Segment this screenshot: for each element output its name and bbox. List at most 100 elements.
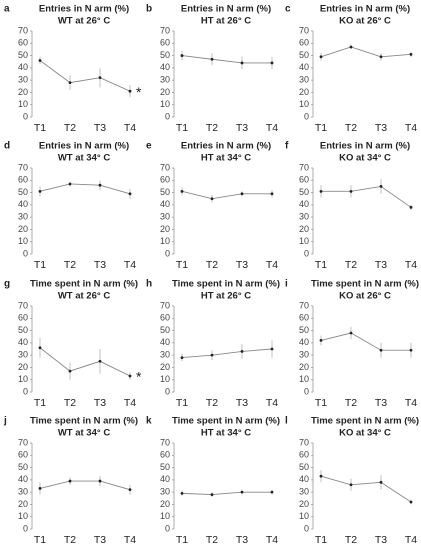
y-tick-label: 10 [299,374,309,384]
y-tick-label: 20 [160,362,170,372]
x-tick-label: T4 [124,259,136,271]
panel-title: Time spent in N arm (%) [172,416,280,427]
x-tick-label: T4 [124,397,136,409]
y-tick-label: 70 [299,25,309,35]
y-tick-label: 40 [160,337,170,347]
panel-subtitle: KO at 26° C [339,16,391,27]
y-tick-label: 30 [18,75,28,85]
y-tick-label: 20 [18,499,28,509]
y-tick-label: 40 [299,337,309,347]
point [128,89,132,93]
x-tick-label: T4 [124,534,136,546]
y-tick-label: 20 [299,499,309,509]
point [180,189,184,193]
y-tick-label: 50 [160,187,170,197]
y-tick-label: 20 [160,87,170,97]
x-tick-label: T3 [375,259,387,271]
line [181,190,272,200]
y-tick-label: 10 [160,236,170,246]
point [210,197,214,201]
y-tick-label: 60 [299,175,309,185]
y-tick-label: 60 [18,313,28,323]
x-tick-label: T4 [405,534,417,546]
y-tick-label: 10 [18,236,28,246]
y-tick-label: 50 [160,462,170,472]
point [240,490,244,494]
x-tick-label: T3 [94,397,106,409]
panel-subtitle: HT at 26° C [201,16,251,27]
x-tick-label: T2 [206,397,218,409]
y-tick-label: 60 [160,175,170,185]
x-tick-label: T3 [94,259,106,271]
y-tick-label: 10 [18,99,28,109]
y-tick-label: 30 [299,212,309,222]
y-tick-label: 0 [304,248,309,258]
panel-subtitle: KO at 34° C [339,153,391,164]
annotation: * [136,84,142,100]
panel-subtitle: WT at 26° C [58,16,111,27]
y-tick-label: 70 [18,300,28,310]
y-tick-label: 0 [304,386,309,396]
y-tick-label: 0 [23,523,28,533]
y-tick-label: 70 [18,162,28,172]
panel-label: k [146,416,152,427]
panel-label: l [285,416,288,427]
x-tick-label: T4 [124,122,136,134]
panel-label: i [285,279,288,290]
panel-title: Time spent in N arm (%) [30,416,138,427]
point [349,189,353,193]
panel-title: Entries in N arm (%) [320,141,410,152]
y-tick-label: 40 [18,474,28,484]
x-tick-label: T1 [34,122,46,134]
y-tick-label: 0 [165,248,170,258]
x-tick-label: T4 [266,259,278,271]
x-tick-label: T1 [176,397,188,409]
point [98,183,102,187]
panel-subtitle: WT at 34° C [58,428,111,439]
line [39,480,131,491]
y-tick-label: 20 [299,224,309,234]
y-tick-label: 40 [299,62,309,72]
y-tick-label: 40 [299,474,309,484]
y-tick-label: 70 [299,162,309,172]
y-tick-label: 50 [299,462,309,472]
x-tick-label: T3 [94,534,106,546]
x-tick-label: T2 [64,534,76,546]
panel-title: Entries in N arm (%) [39,141,129,152]
y-tick-label: 50 [160,50,170,60]
y-tick-label: 20 [18,87,28,97]
panel-label: a [4,4,10,15]
point [38,487,42,490]
panel-title: Entries in N arm (%) [320,4,410,15]
y-tick-label: 30 [160,350,170,360]
point [349,331,353,335]
point [240,192,244,196]
panel-title: Time spent in N arm (%) [172,279,280,290]
point [409,348,413,352]
x-tick-label: T2 [64,122,76,134]
y-tick-label: 20 [18,362,28,372]
x-tick-label: T2 [206,534,218,546]
x-tick-label: T3 [375,122,387,134]
y-tick-label: 10 [299,236,309,246]
y-tick-label: 60 [18,450,28,460]
panel-title: Time spent in N arm (%) [311,416,419,427]
y-tick-label: 50 [299,50,309,60]
panel-subtitle: KO at 34° C [339,428,391,439]
point [38,189,42,193]
y-tick-label: 20 [18,224,28,234]
point [379,348,383,352]
x-tick-label: T4 [405,122,417,134]
point [379,185,383,188]
y-tick-label: 30 [160,212,170,222]
panel-subtitle: KO at 26° C [339,291,391,302]
point [240,350,244,353]
point [210,57,214,61]
x-tick-label: T4 [266,122,278,134]
y-tick-label: 70 [299,300,309,310]
panel-title: Time spent in N arm (%) [30,279,138,290]
y-tick-label: 20 [160,224,170,234]
x-tick-label: T1 [315,122,327,134]
x-tick-label: T1 [34,534,46,546]
point [319,339,323,342]
